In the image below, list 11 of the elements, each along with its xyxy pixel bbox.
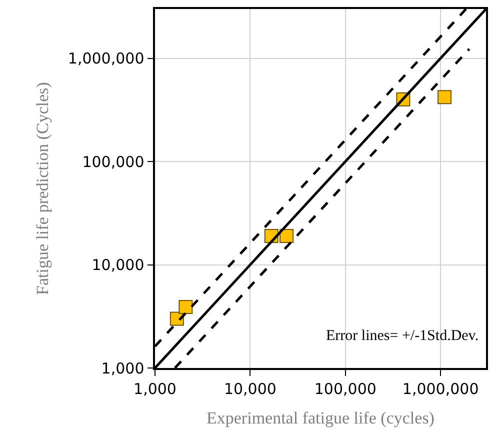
y-tick-label: 100,000 <box>82 152 144 171</box>
x-tick-label: 1,000 <box>134 380 176 398</box>
y-axis-title: Fatigue life prediction (Cycles) <box>32 82 52 295</box>
y-tick-label: 10,000 <box>92 256 144 274</box>
x-tick-label: 100,000 <box>314 380 376 398</box>
y-tick-label: 1,000 <box>101 359 144 378</box>
y-tick-label: 1,000,000 <box>68 50 144 68</box>
x-tick-label: 10,000 <box>224 380 276 398</box>
x-axis-title: Experimental fatigue life (cycles) <box>206 408 434 428</box>
x-tick-label: 1,000,000 <box>402 380 479 398</box>
annotation: Error lines= +/-1Std.Dev. <box>326 328 479 344</box>
